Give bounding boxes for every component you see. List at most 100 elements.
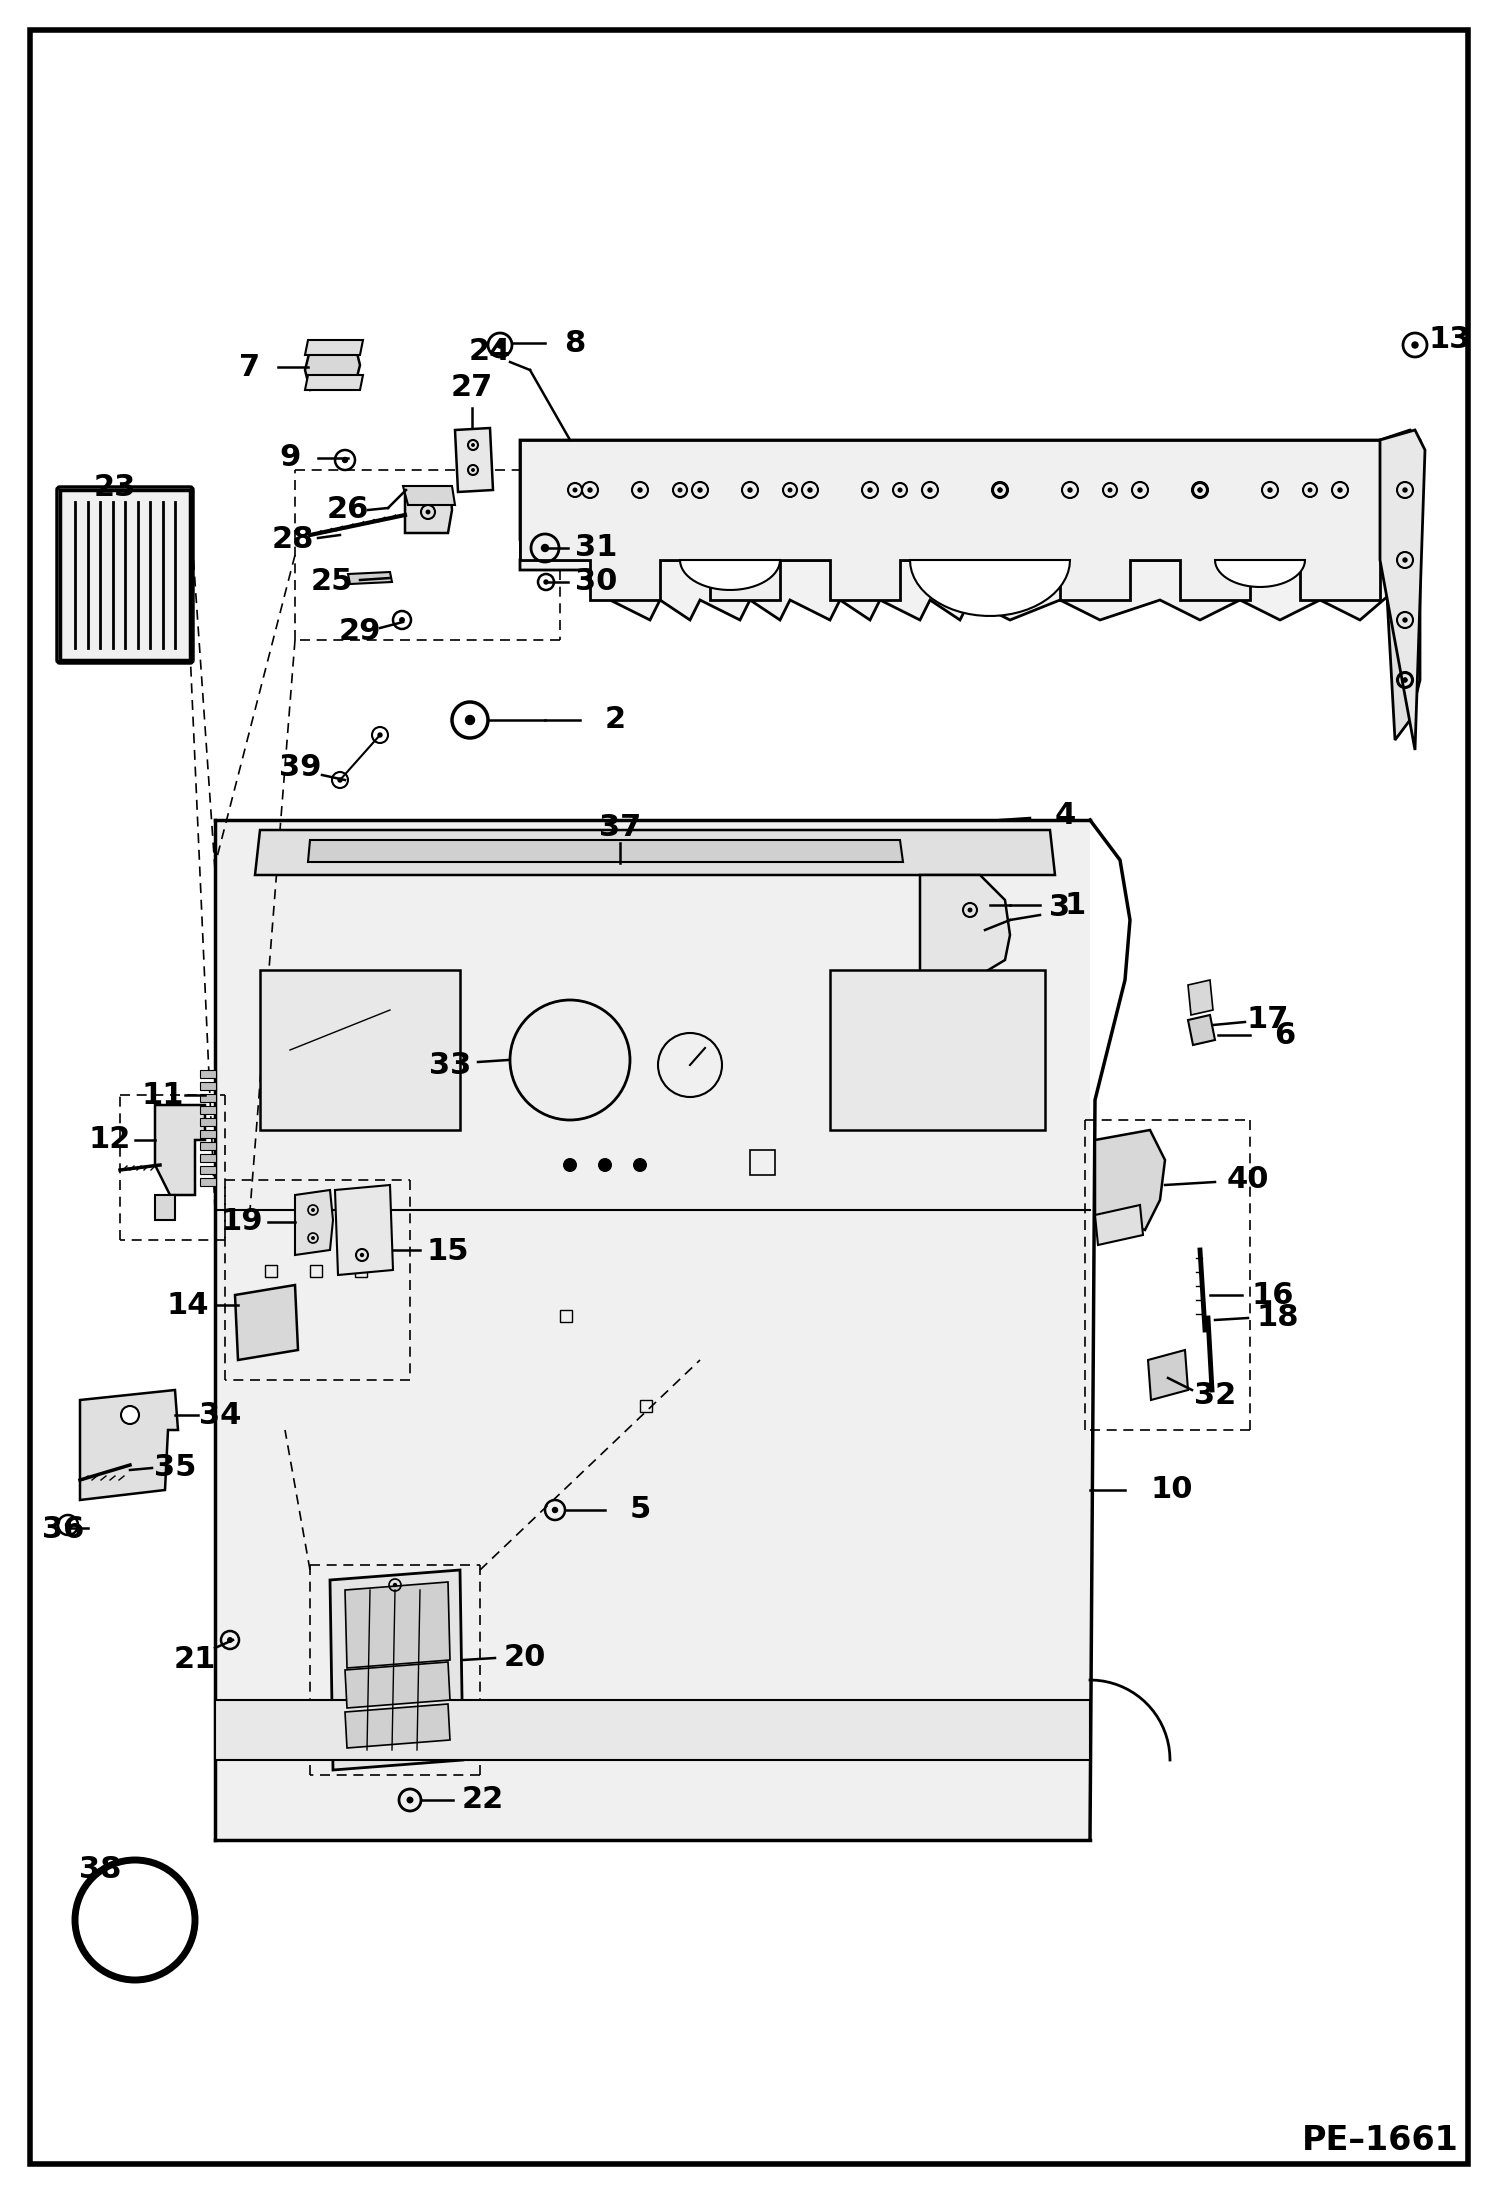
Text: 15: 15 <box>427 1237 469 1266</box>
Circle shape <box>1404 619 1407 623</box>
Text: 18: 18 <box>1257 1303 1299 1332</box>
Circle shape <box>1138 487 1141 491</box>
Text: 9: 9 <box>279 443 301 472</box>
Circle shape <box>1068 487 1073 491</box>
Polygon shape <box>1380 430 1425 750</box>
Polygon shape <box>201 1082 216 1090</box>
Circle shape <box>748 487 752 491</box>
Text: 5: 5 <box>629 1496 650 1525</box>
Polygon shape <box>520 441 1380 599</box>
Circle shape <box>927 487 932 491</box>
Circle shape <box>472 443 475 445</box>
Polygon shape <box>920 875 1010 974</box>
Circle shape <box>466 715 475 724</box>
Circle shape <box>1404 678 1407 682</box>
Text: 38: 38 <box>79 1856 121 1885</box>
Polygon shape <box>201 1095 216 1101</box>
Polygon shape <box>1095 1130 1165 1231</box>
Circle shape <box>598 1158 613 1172</box>
Polygon shape <box>520 441 1405 559</box>
Circle shape <box>312 1237 315 1240</box>
Text: 7: 7 <box>240 353 261 382</box>
Circle shape <box>998 489 1002 491</box>
Text: 33: 33 <box>428 1051 472 1079</box>
Polygon shape <box>1215 559 1305 588</box>
Polygon shape <box>455 428 493 491</box>
Text: 11: 11 <box>142 1079 184 1110</box>
Circle shape <box>867 487 872 491</box>
Circle shape <box>1413 342 1419 349</box>
Text: 37: 37 <box>599 814 641 842</box>
Circle shape <box>998 487 1002 491</box>
Polygon shape <box>404 487 452 533</box>
Text: 32: 32 <box>1194 1380 1236 1409</box>
Circle shape <box>1267 487 1272 491</box>
Polygon shape <box>201 1154 216 1163</box>
Polygon shape <box>1380 430 1420 739</box>
Text: 1: 1 <box>1065 891 1086 919</box>
Polygon shape <box>306 340 363 355</box>
Polygon shape <box>330 1571 463 1771</box>
Text: 30: 30 <box>575 568 617 597</box>
Circle shape <box>1404 678 1407 682</box>
Polygon shape <box>336 1185 392 1275</box>
Polygon shape <box>216 821 1091 1841</box>
Circle shape <box>361 1253 364 1257</box>
Text: 24: 24 <box>469 338 511 366</box>
Circle shape <box>807 487 812 491</box>
Circle shape <box>472 470 475 472</box>
Polygon shape <box>261 970 460 1130</box>
Text: 35: 35 <box>154 1452 196 1483</box>
Polygon shape <box>235 1286 298 1360</box>
Circle shape <box>339 779 342 781</box>
Text: 39: 39 <box>279 753 321 783</box>
Polygon shape <box>345 1663 449 1707</box>
Polygon shape <box>201 1106 216 1115</box>
Text: 21: 21 <box>174 1646 216 1674</box>
Text: PE–1661: PE–1661 <box>1302 2124 1459 2157</box>
Circle shape <box>1404 487 1407 491</box>
Text: 8: 8 <box>565 329 586 358</box>
Circle shape <box>121 1406 139 1424</box>
Polygon shape <box>403 487 455 505</box>
Circle shape <box>968 908 972 913</box>
Circle shape <box>553 1507 557 1512</box>
Polygon shape <box>255 829 1055 875</box>
Circle shape <box>541 544 548 551</box>
Polygon shape <box>830 970 1046 1130</box>
Circle shape <box>66 1523 70 1527</box>
Circle shape <box>497 342 503 349</box>
Circle shape <box>574 489 577 491</box>
Polygon shape <box>154 1106 205 1196</box>
Text: 19: 19 <box>220 1207 264 1237</box>
Polygon shape <box>201 1130 216 1139</box>
Circle shape <box>407 1797 413 1803</box>
Polygon shape <box>154 1196 175 1220</box>
Circle shape <box>788 489 792 491</box>
Text: 40: 40 <box>1227 1165 1269 1194</box>
Circle shape <box>589 487 592 491</box>
Circle shape <box>698 487 703 491</box>
Circle shape <box>638 487 643 491</box>
Polygon shape <box>201 1071 216 1077</box>
Polygon shape <box>309 840 903 862</box>
Polygon shape <box>201 1143 216 1150</box>
Polygon shape <box>520 559 1395 621</box>
Circle shape <box>377 733 382 737</box>
Circle shape <box>634 1158 647 1172</box>
Circle shape <box>312 1209 315 1211</box>
Circle shape <box>1404 557 1407 562</box>
Text: 26: 26 <box>327 496 369 524</box>
Polygon shape <box>1188 981 1213 1016</box>
Polygon shape <box>60 489 190 660</box>
Text: 12: 12 <box>88 1126 132 1154</box>
Polygon shape <box>295 1189 333 1255</box>
Polygon shape <box>201 1178 216 1187</box>
Polygon shape <box>306 375 363 391</box>
Text: 17: 17 <box>1246 1005 1290 1036</box>
Circle shape <box>1198 489 1201 491</box>
Circle shape <box>899 489 902 491</box>
Text: 34: 34 <box>199 1400 241 1430</box>
Text: 13: 13 <box>1429 325 1471 355</box>
Text: 28: 28 <box>271 527 315 555</box>
